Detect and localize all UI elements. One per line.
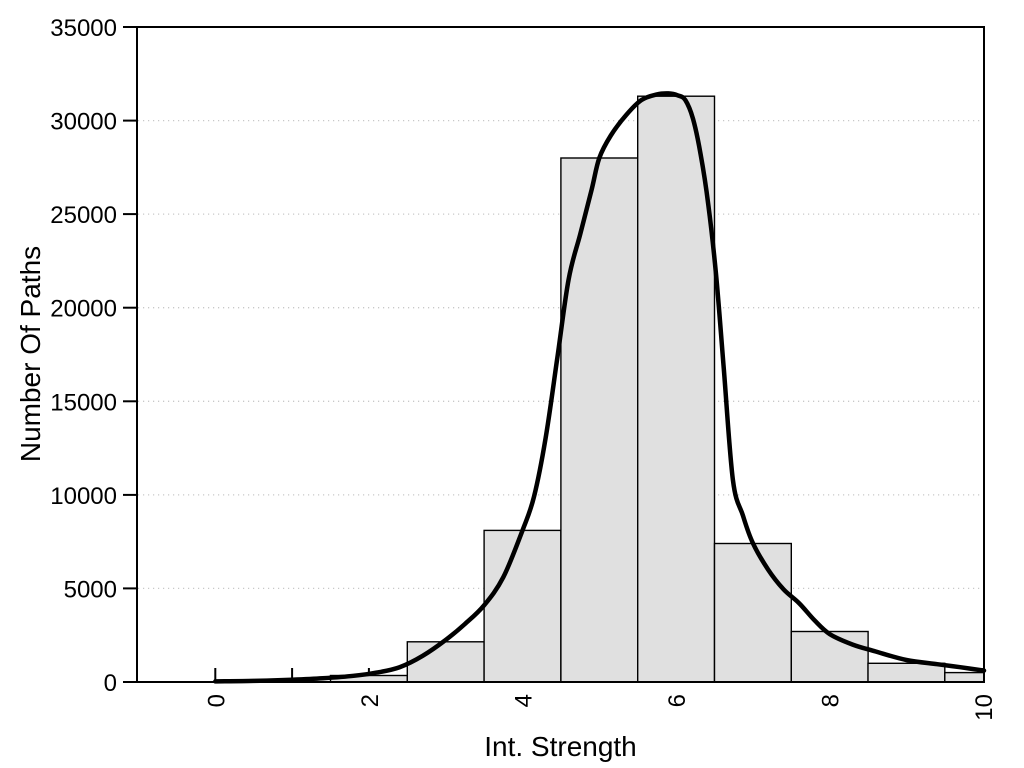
x-tick-label: 8 bbox=[818, 694, 845, 707]
histogram-bar bbox=[867, 662, 946, 683]
histogram-bar bbox=[713, 542, 793, 683]
y-ticks bbox=[123, 26, 137, 683]
gridlines bbox=[138, 119, 983, 590]
histogram-bar bbox=[790, 630, 869, 683]
x-tick-label: 2 bbox=[357, 694, 384, 707]
y-tick-label: 0 bbox=[104, 670, 117, 697]
plot-border bbox=[136, 26, 985, 683]
y-tick-label: 30000 bbox=[50, 109, 117, 136]
y-tick-label: 15000 bbox=[50, 389, 117, 416]
histogram-bars bbox=[329, 95, 985, 683]
y-tick-labels: 0 5000 10000 15000 20000 25000 30000 35000 bbox=[50, 15, 117, 697]
histogram-bar bbox=[483, 529, 562, 683]
x-tick-label: 0 bbox=[203, 694, 230, 707]
density-fit-curve bbox=[213, 91, 987, 684]
y-axis-title: Number Of Paths bbox=[15, 245, 46, 463]
x-tick-labels: 0 2 4 6 8 10 bbox=[203, 694, 998, 721]
histogram-bar bbox=[637, 95, 716, 683]
x-tick-label: 10 bbox=[971, 694, 998, 721]
histogram-bar bbox=[406, 641, 485, 683]
x-axis-title: Int. Strength bbox=[484, 731, 637, 762]
y-tick-label: 25000 bbox=[50, 202, 117, 229]
y-tick-label: 5000 bbox=[64, 576, 117, 603]
y-tick-label: 10000 bbox=[50, 483, 117, 510]
y-tick-label: 35000 bbox=[50, 15, 117, 42]
x-tick-label: 6 bbox=[664, 694, 691, 707]
histogram-bar bbox=[944, 671, 985, 683]
x-tick-label: 4 bbox=[511, 694, 538, 707]
y-tick-label: 20000 bbox=[50, 296, 117, 323]
histogram-bar bbox=[560, 157, 639, 683]
